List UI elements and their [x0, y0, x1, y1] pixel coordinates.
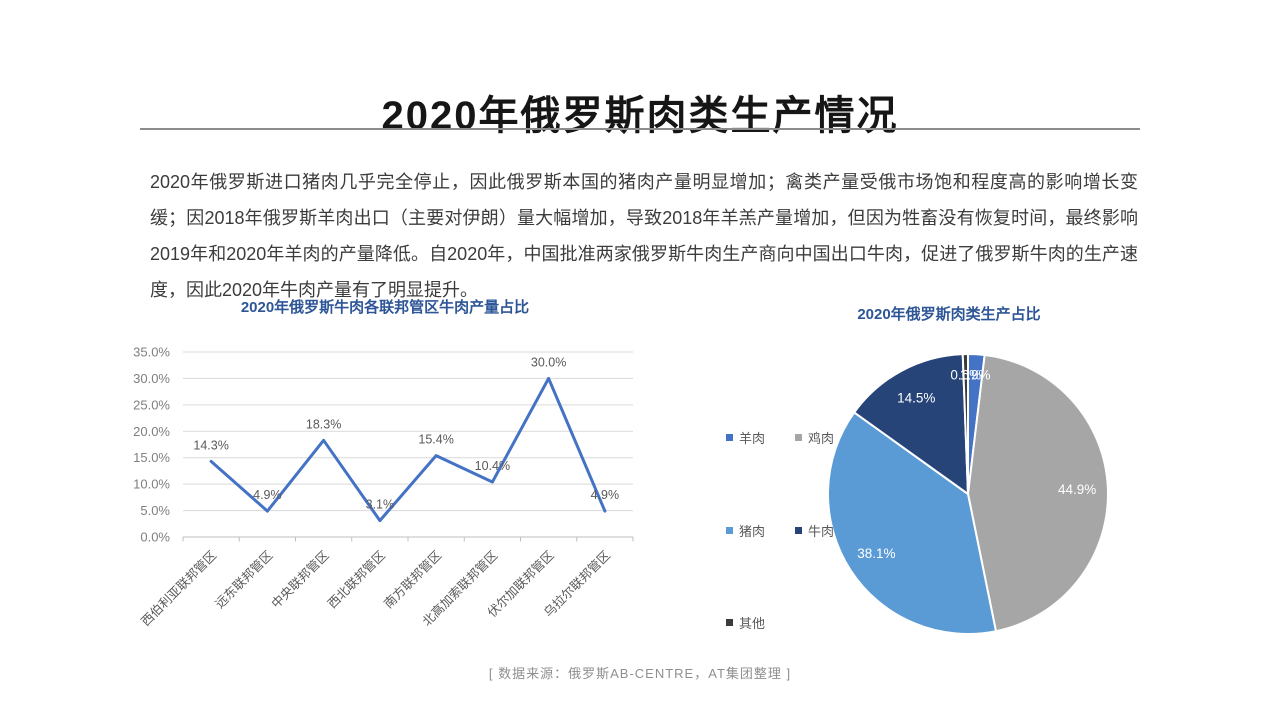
y-axis-label: 5.0%	[140, 503, 170, 518]
y-axis-label: 25.0%	[133, 397, 170, 412]
pie-slice	[827, 411, 997, 635]
pie-slice-label: 1.9%	[960, 368, 991, 383]
source-note: [ 数据来源：俄罗斯AB-CENTRE，AT集团整理 ]	[488, 666, 792, 681]
line-chart: 0.0% 5.0% 10.0% 15.0% 20.0% 25.0% 30.0% 35.0% 14…	[133, 345, 634, 629]
data-point-label: 4.9%	[591, 488, 620, 502]
summary-paragraph: 2020年俄罗斯进口猪肉几乎完全停止，因此俄罗斯本国的猪肉产量明显增加；禽类产量…	[150, 172, 1138, 300]
data-point-label: 18.3%	[306, 417, 341, 431]
x-axis-label: 南方联邦管区	[381, 548, 445, 612]
y-axis-label: 15.0%	[133, 450, 170, 465]
pie-slice-label: 44.9%	[1058, 482, 1096, 497]
pie-slice	[967, 354, 1109, 633]
pie-slice	[853, 353, 969, 495]
y-axis-label: 35.0%	[133, 345, 170, 360]
y-axis-label: 20.0%	[133, 424, 170, 439]
data-point-label: 15.4%	[418, 433, 453, 447]
y-axis-label: 10.0%	[133, 477, 170, 492]
x-axis-label: 中央联邦管区	[268, 548, 332, 612]
data-point-label: 10.4%	[475, 459, 510, 473]
data-point-label: 4.9%	[253, 488, 282, 502]
line-chart-title: 2020年俄罗斯牛肉各联邦管区牛肉产量占比	[240, 299, 530, 316]
y-axis-label: 30.0%	[133, 371, 170, 386]
pie-slice-label: 14.5%	[897, 390, 935, 405]
pie-chart-section: 2020年俄罗斯肉类生产占比 1.9% 44.9% 38.1% 14.5% 0.6% 羊…	[700, 303, 1180, 660]
slide-title: 2020年俄罗斯肉类生产情况	[381, 93, 899, 138]
series-line	[209, 376, 607, 523]
pie-chart-title: 2020年俄罗斯肉类生产占比	[857, 306, 1041, 323]
pie-chart: 1.9% 44.9% 38.1% 14.5% 0.6%	[827, 353, 1109, 635]
data-point-label: 14.3%	[193, 438, 228, 452]
data-point-label: 3.1%	[366, 498, 395, 512]
line-chart-section: 2020年俄罗斯牛肉各联邦管区牛肉产量占比 0.0% 5.0% 10.0% 15.0%…	[110, 296, 660, 660]
pie-slice	[961, 353, 969, 495]
title-divider	[140, 128, 1140, 130]
x-axis-label: 西北联邦管区	[324, 548, 388, 612]
data-point-label: 30.0%	[531, 355, 566, 369]
pie-slice-label: 38.1%	[857, 546, 895, 561]
x-axis-label: 远东联邦管区	[212, 548, 276, 612]
x-axis-label: 西伯利亚联邦管区	[138, 548, 219, 629]
y-axis-label: 0.0%	[140, 530, 170, 545]
pie-slice-label: 0.6%	[950, 368, 981, 383]
